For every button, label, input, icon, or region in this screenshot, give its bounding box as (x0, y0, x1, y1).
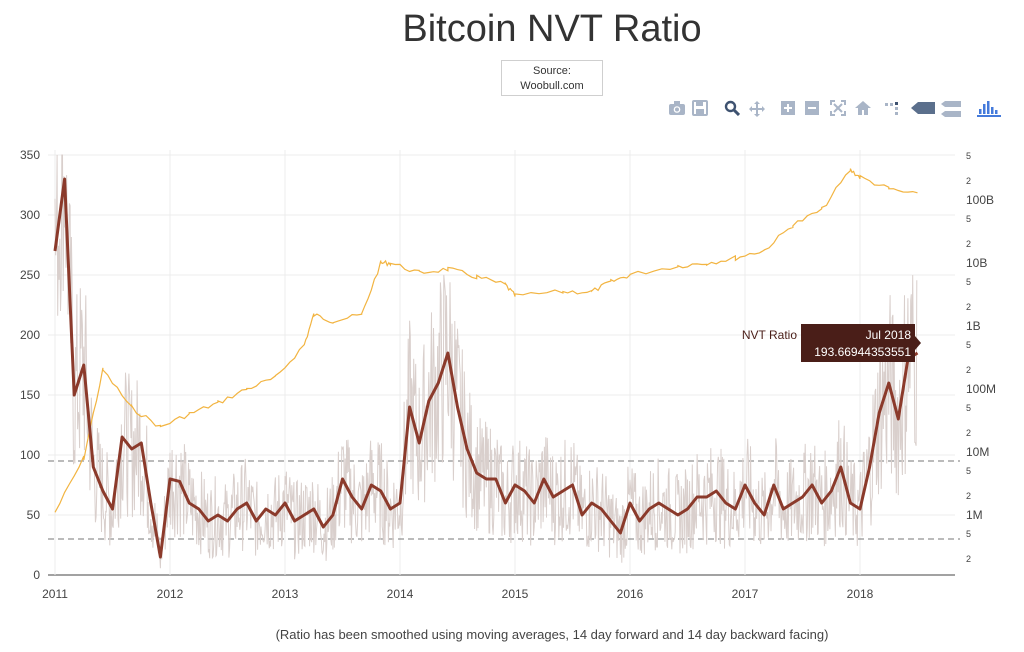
x-tick-label: 2015 (502, 587, 529, 601)
raw-daily-nvt-trace (54, 154, 918, 569)
y-left-tick-label: 150 (20, 388, 40, 402)
source-link[interactable]: Woobull.com (520, 80, 584, 92)
save-icon[interactable] (692, 100, 708, 121)
hover-tooltip: NVT Ratio Jul 2018 193.66944353551 (742, 324, 921, 362)
y-left-tick-label: 350 (20, 148, 40, 162)
source-box: Source: Woobull.com (501, 60, 603, 96)
tooltip-value: 193.66944353551 (814, 345, 911, 359)
y-right-tick-label: 10M (966, 445, 989, 459)
y-right-tick-label: 100M (966, 382, 996, 396)
y-right-tick-label: 100B (966, 193, 994, 207)
y-right-minor-tick-label: 5 (966, 529, 971, 539)
zoom-out-icon[interactable] (804, 100, 820, 121)
x-tick-label: 2012 (157, 587, 184, 601)
hover-closest-icon[interactable] (910, 100, 936, 121)
y-right-tick-label: 1M (966, 508, 983, 522)
x-tick-label: 2018 (847, 587, 874, 601)
y-right-minor-tick-label: 5 (966, 277, 971, 287)
y-left-tick-label: 0 (33, 568, 40, 582)
zoom-icon[interactable] (724, 100, 741, 121)
left-axis-ticks: 0 50 100 150 200 250 300 350 (20, 148, 40, 582)
y-right-tick-label: 1B (966, 319, 981, 333)
right-axis-ticks: 1M 5 2 2 5 10M 2 5 100M 2 5 1B 2 5 10B 2 5 100B 2 5 (966, 151, 996, 564)
pan-icon[interactable] (748, 100, 766, 123)
market-cap-line[interactable] (54, 168, 918, 513)
chart-title: Bitcoin NVT Ratio (402, 8, 702, 50)
y-right-minor-tick-label: 5 (966, 340, 971, 350)
y-right-minor-tick-label: 2 (966, 365, 971, 375)
y-right-minor-tick-label: 2 (966, 554, 971, 564)
source-label: Source: (533, 65, 571, 77)
y-right-minor-tick-label: 5 (966, 151, 971, 161)
tooltip-pointer (915, 336, 921, 350)
y-left-tick-label: 300 (20, 208, 40, 222)
y-right-minor-tick-label: 2 (966, 176, 971, 186)
x-tick-label: 2016 (617, 587, 644, 601)
spike-lines-icon[interactable] (884, 100, 900, 121)
tooltip-box (801, 324, 915, 362)
y-right-minor-tick-label: 2 (966, 428, 971, 438)
home-icon[interactable] (854, 100, 872, 121)
x-tick-label: 2011 (42, 587, 68, 601)
zoom-in-icon[interactable] (780, 100, 796, 121)
y-left-tick-label: 200 (20, 328, 40, 342)
y-right-tick-label: 10B (966, 256, 987, 270)
autoscale-icon[interactable] (830, 100, 846, 121)
x-axis-ticks: 2011 2012 2013 2014 2015 2016 2017 2018 (42, 587, 874, 601)
y-left-tick-label: 250 (20, 268, 40, 282)
y-right-minor-tick-label: 5 (966, 403, 971, 413)
x-tick-label: 2013 (272, 587, 299, 601)
y-right-minor-tick-label: 2 (966, 302, 971, 312)
tooltip-date: Jul 2018 (866, 328, 912, 342)
nvt-ratio-line[interactable] (53, 177, 919, 559)
footnote: (Ratio has been smoothed using moving av… (275, 627, 829, 642)
y-left-tick-label: 100 (20, 448, 40, 462)
hover-compare-icon[interactable] (940, 100, 962, 123)
x-tick-label: 2017 (732, 587, 759, 601)
camera-icon[interactable] (668, 100, 686, 121)
x-tick-label: 2014 (387, 587, 414, 601)
y-left-tick-label: 50 (27, 508, 41, 522)
y-right-minor-tick-label: 2 (966, 239, 971, 249)
y-right-minor-tick-label: 2 (966, 491, 971, 501)
y-right-minor-tick-label: 5 (966, 466, 971, 476)
y-right-minor-tick-label: 5 (966, 214, 971, 224)
plotly-logo-icon[interactable] (976, 100, 1002, 123)
tooltip-series-label: NVT Ratio (742, 328, 797, 342)
